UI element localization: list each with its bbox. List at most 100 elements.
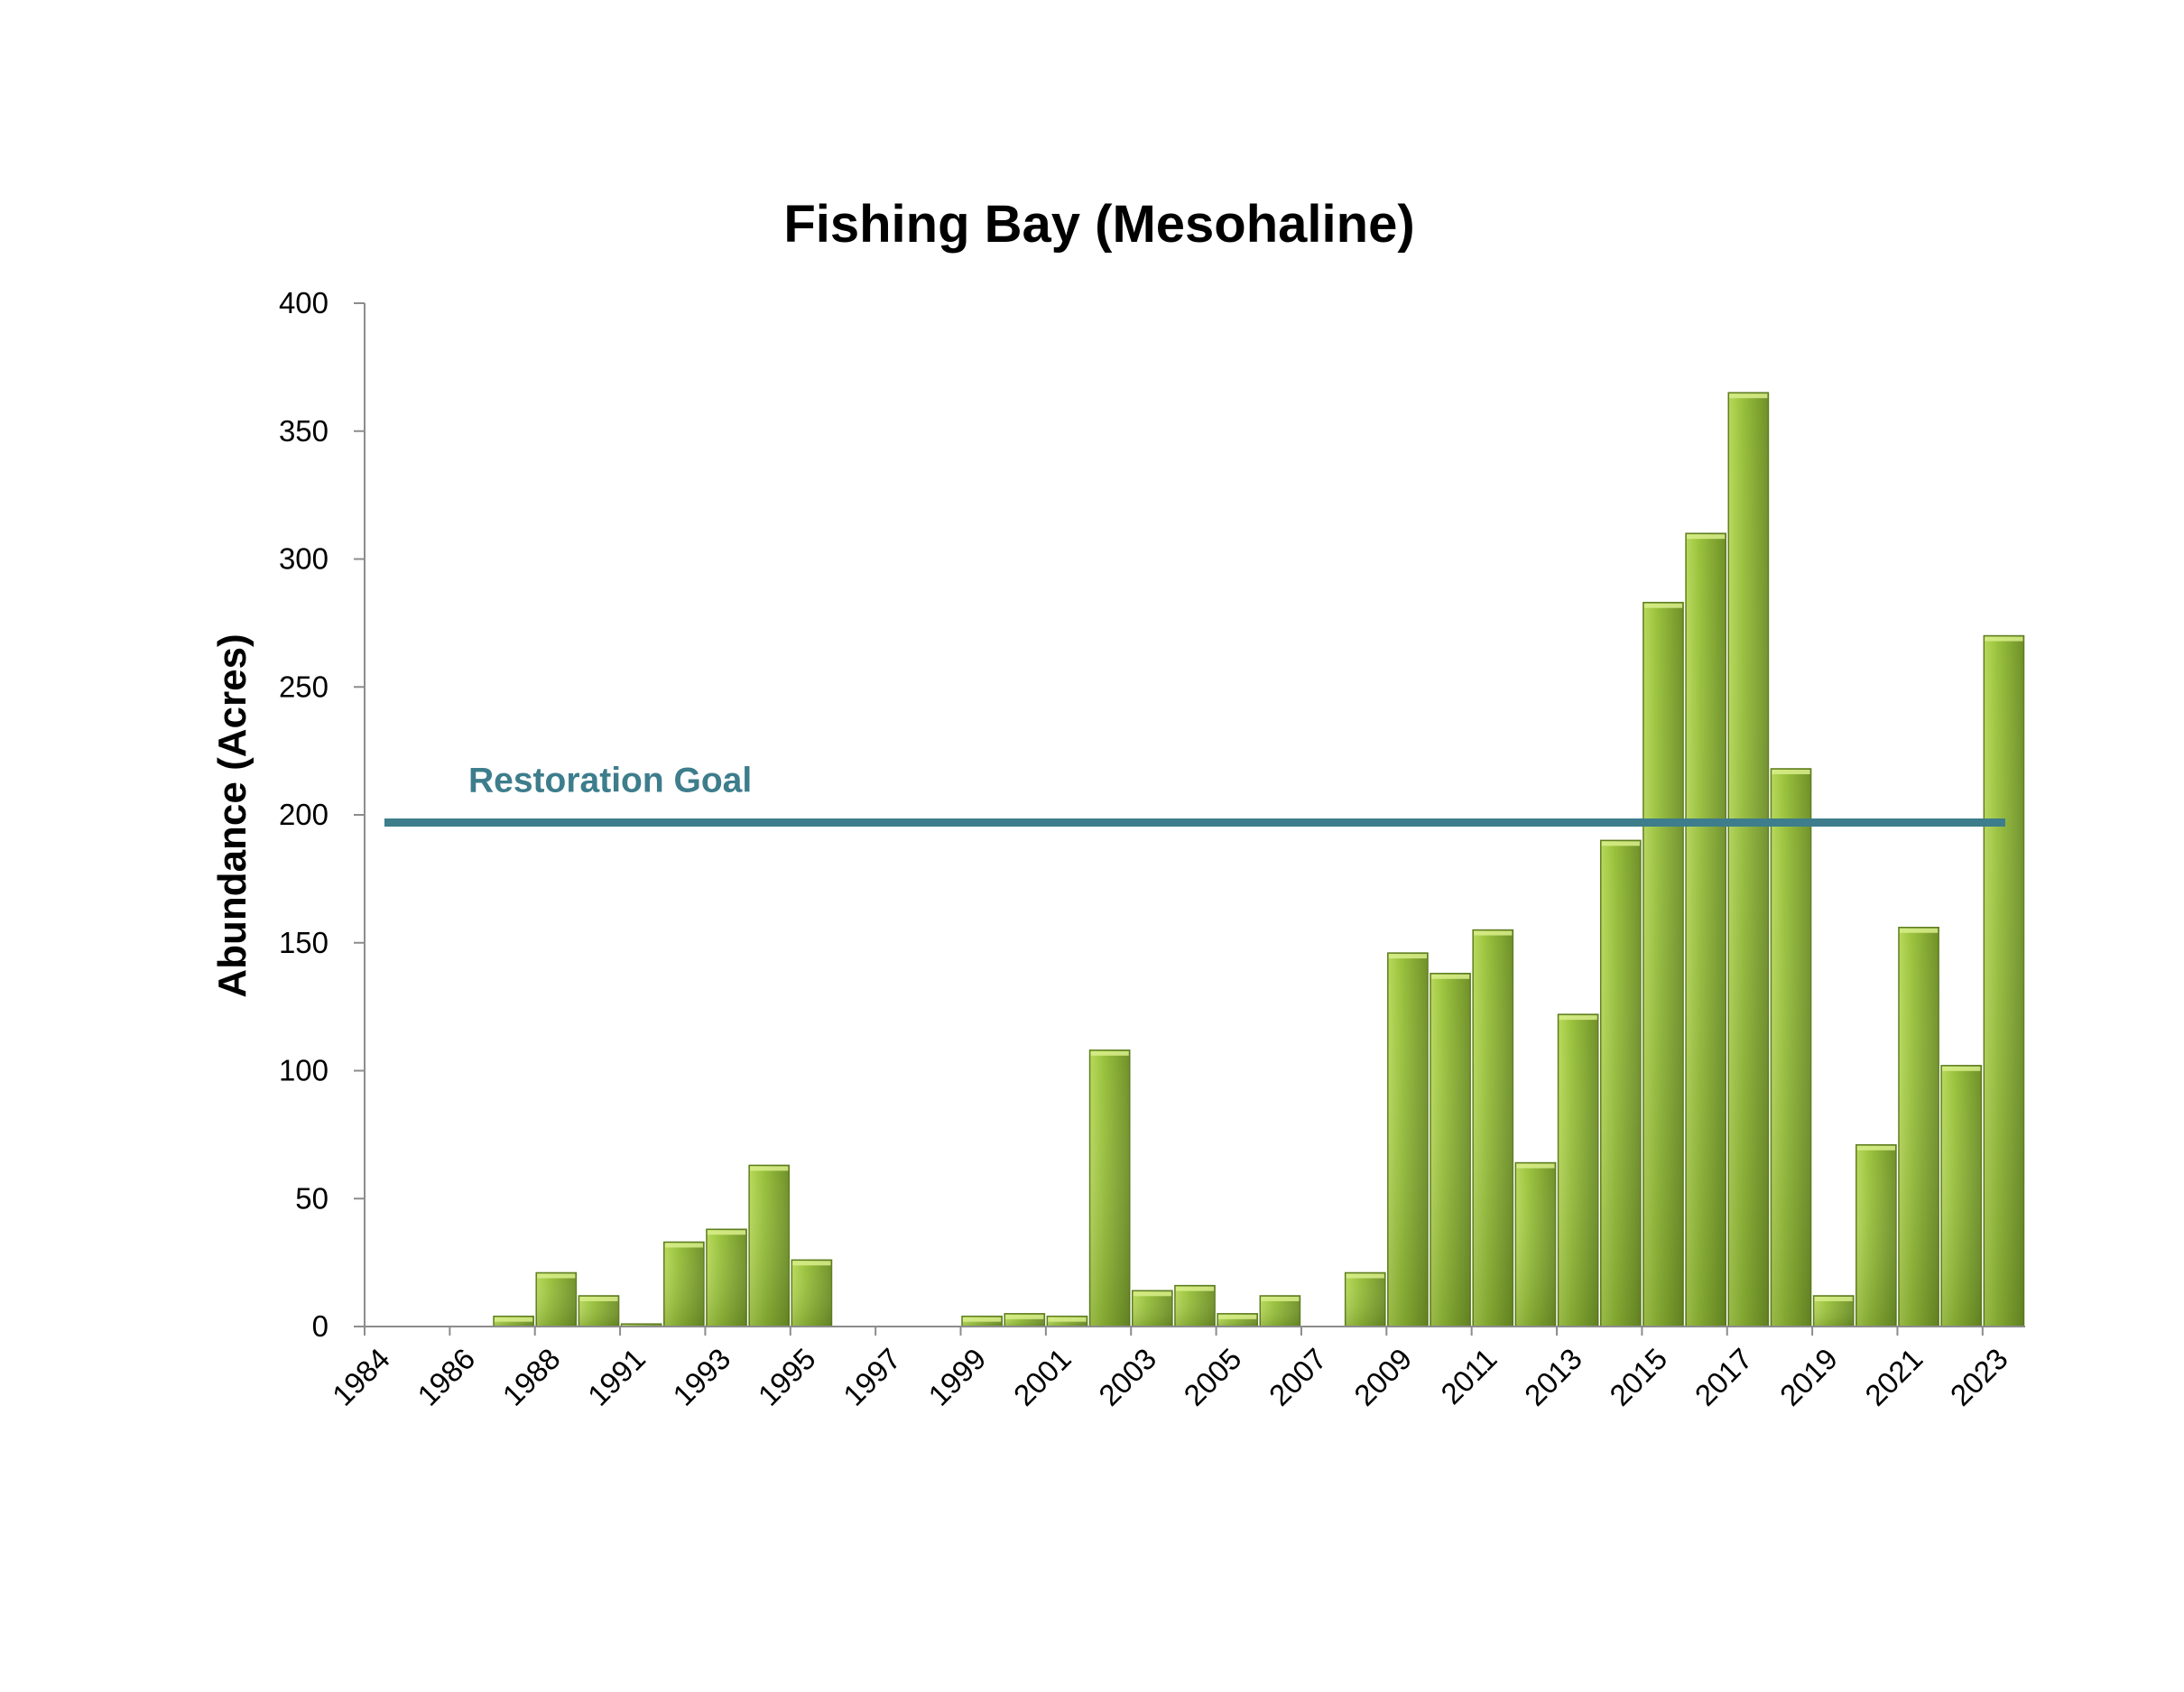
x-tick-label: 2011 xyxy=(1434,1342,1503,1410)
bar-2008 xyxy=(1344,1271,1386,1327)
bar-top-highlight xyxy=(1474,930,1513,936)
bar-1987 xyxy=(493,1315,534,1327)
bar-1993 xyxy=(706,1228,747,1327)
bar-1992 xyxy=(663,1241,705,1327)
x-tick-label: 2013 xyxy=(1518,1342,1588,1412)
bar-1994 xyxy=(748,1164,791,1327)
bar-shading xyxy=(1941,1065,1982,1327)
bar-shading xyxy=(621,1324,662,1327)
bar-top-highlight xyxy=(750,1166,789,1171)
bar-top-highlight xyxy=(1601,841,1640,846)
x-tick-label: 2007 xyxy=(1263,1342,1333,1412)
bar-shading xyxy=(1473,929,1513,1327)
bar-top-highlight xyxy=(495,1317,533,1322)
bar-1995 xyxy=(791,1259,833,1327)
x-tick-label: 1984 xyxy=(326,1342,396,1412)
bar-1988 xyxy=(535,1271,578,1327)
y-tick-label: 300 xyxy=(279,542,329,576)
bar-top-highlight xyxy=(1856,1145,1895,1151)
y-tick-label: 250 xyxy=(279,670,329,703)
restoration-goal-label: Restoration Goal xyxy=(468,762,752,800)
bar-shading xyxy=(1430,973,1471,1327)
bar-top-highlight xyxy=(1643,603,1683,608)
bar-shading xyxy=(1174,1285,1216,1327)
bar-top-highlight xyxy=(1985,636,2023,642)
bar-2005 xyxy=(1217,1313,1259,1327)
bar-shading xyxy=(1387,953,1428,1327)
bar-shading xyxy=(1132,1290,1172,1327)
bar-top-highlight xyxy=(1133,1291,1171,1297)
bar-top-highlight xyxy=(1772,769,1810,774)
bar-top-highlight xyxy=(1729,393,1768,399)
chart-title: Fishing Bay (Mesohaline) xyxy=(783,195,1414,254)
bar-top-highlight xyxy=(1005,1314,1044,1319)
x-axis: 1984 1986 1988 1991 1993 1995 1997 1999 2001 2003… xyxy=(326,1326,2025,1412)
x-tick-label: 1999 xyxy=(921,1342,992,1412)
bar-2020 xyxy=(1855,1143,1897,1327)
y-tick-label: 400 xyxy=(279,286,329,319)
bar-top-highlight xyxy=(1814,1296,1853,1301)
bar-shading xyxy=(1686,533,1726,1327)
bar-top-highlight xyxy=(1218,1314,1257,1319)
bar-2012 xyxy=(1514,1161,1557,1327)
x-tick-label: 2005 xyxy=(1177,1342,1247,1412)
bar-top-highlight xyxy=(1261,1296,1300,1301)
bar-shading xyxy=(1558,1014,1598,1327)
bar-shading xyxy=(536,1272,577,1327)
bar-top-highlight xyxy=(1516,1163,1555,1169)
bar-2004 xyxy=(1174,1284,1216,1327)
bar-top-highlight xyxy=(1687,534,1726,540)
y-axis-label: Abundance (Acres) xyxy=(210,633,254,997)
restoration-goal: Restoration Goal xyxy=(384,762,2005,828)
bar-shading xyxy=(706,1229,747,1327)
bar-top-highlight xyxy=(1388,954,1427,959)
bar-shading xyxy=(663,1242,704,1327)
bar-shading xyxy=(1089,1049,1130,1327)
bar-2000 xyxy=(1004,1313,1046,1327)
bar-2011 xyxy=(1472,929,1514,1327)
bar-shading xyxy=(1898,927,1939,1327)
x-tick-label: 1995 xyxy=(752,1342,822,1412)
bar-shading xyxy=(1345,1272,1385,1327)
bar-top-highlight xyxy=(537,1273,576,1279)
bar-2023 xyxy=(1983,634,2025,1327)
bar-top-highlight xyxy=(1559,1015,1597,1021)
bar-2018 xyxy=(1770,768,1812,1327)
x-tick-label: 2021 xyxy=(1858,1342,1929,1412)
x-tick-label: 1991 xyxy=(581,1342,652,1412)
bar-shading xyxy=(791,1260,832,1327)
bar-top-highlight xyxy=(1942,1066,1981,1071)
bar-top-highlight xyxy=(1899,928,1939,933)
bar-2013 xyxy=(1557,1013,1599,1327)
y-tick-label: 200 xyxy=(279,798,329,831)
bar-shading xyxy=(1643,602,1684,1327)
y-axis: 0 50 100 150 200 250 300 350 400 xyxy=(279,286,366,1343)
bar-shading xyxy=(1515,1162,1556,1327)
bar-top-highlight xyxy=(1048,1317,1087,1322)
x-tick-label: 2019 xyxy=(1773,1342,1844,1412)
bar-shading xyxy=(1600,840,1641,1327)
bar-top-highlight xyxy=(664,1243,703,1248)
x-tick-label: 2017 xyxy=(1689,1342,1759,1412)
y-tick-label: 100 xyxy=(279,1054,329,1087)
bar-2002 xyxy=(1088,1049,1131,1327)
bar-2021 xyxy=(1898,926,1939,1327)
bar-2009 xyxy=(1387,952,1429,1327)
bar-top-highlight xyxy=(579,1296,618,1301)
bar-2022 xyxy=(1940,1065,1983,1327)
bar-top-highlight xyxy=(1430,974,1470,979)
bar-shading xyxy=(1728,393,1769,1327)
y-tick-label: 50 xyxy=(295,1181,329,1215)
bar-2017 xyxy=(1727,392,1770,1327)
x-tick-label: 2015 xyxy=(1603,1342,1673,1412)
bar-2006 xyxy=(1259,1295,1301,1327)
bar-top-highlight xyxy=(1175,1286,1215,1291)
bar-2019 xyxy=(1812,1295,1855,1327)
x-tick-label: 2023 xyxy=(1944,1342,2014,1412)
bar-shading xyxy=(749,1165,790,1327)
bar-top-highlight xyxy=(1346,1273,1384,1279)
bar-2016 xyxy=(1685,532,1726,1327)
bar-shading xyxy=(1984,635,2024,1327)
y-tick-label: 150 xyxy=(279,926,329,959)
